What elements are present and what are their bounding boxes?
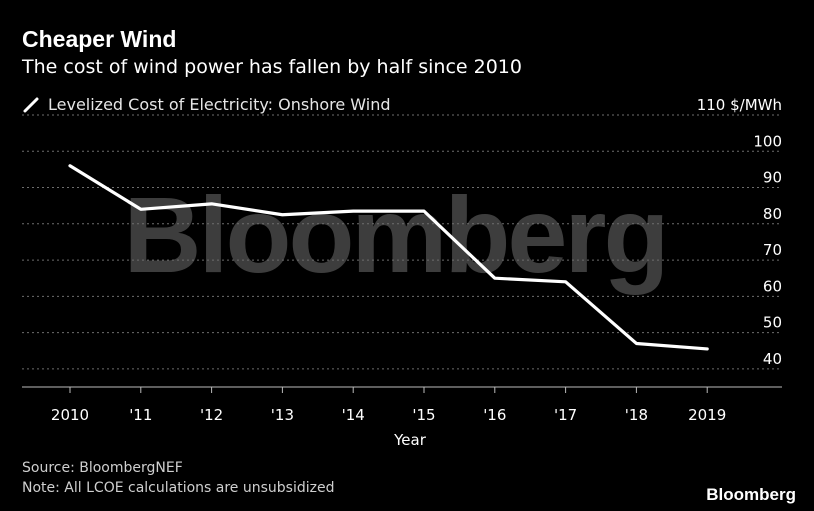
chart-title: Cheaper Wind bbox=[22, 26, 177, 52]
bloomberg-watermark: Bloomberg bbox=[123, 174, 666, 295]
x-tick-label: '11 bbox=[129, 406, 152, 424]
bloomberg-logo: Bloomberg bbox=[706, 485, 796, 504]
x-tick-label: '13 bbox=[271, 406, 294, 424]
x-tick-label: '16 bbox=[483, 406, 506, 424]
x-tick-label: 2010 bbox=[51, 406, 89, 424]
y-tick-label: 40 bbox=[763, 350, 782, 368]
x-tick-label: '17 bbox=[554, 406, 577, 424]
x-tick-label: 2019 bbox=[688, 406, 726, 424]
y-tick-label: 60 bbox=[763, 277, 782, 295]
x-tick-label: '14 bbox=[342, 406, 365, 424]
source-text: Source: BloombergNEF bbox=[22, 460, 183, 476]
y-tick-label: 100 bbox=[753, 132, 782, 150]
x-tick-label: '18 bbox=[625, 406, 648, 424]
series-line-onshore-wind bbox=[68, 164, 709, 351]
note-text: Note: All LCOE calculations are unsubsid… bbox=[22, 480, 335, 496]
y-tick-label: 70 bbox=[763, 241, 782, 259]
x-tick-label: '15 bbox=[412, 406, 435, 424]
legend-label: Levelized Cost of Electricity: Onshore W… bbox=[48, 95, 391, 114]
legend-line-swatch bbox=[23, 97, 39, 112]
y-tick-label: 50 bbox=[763, 314, 782, 332]
legend: Levelized Cost of Electricity: Onshore W… bbox=[22, 95, 390, 114]
y-tick-label: 90 bbox=[763, 169, 782, 187]
y-tick-label: 110 $/MWh bbox=[697, 96, 782, 114]
x-tick-label: '12 bbox=[200, 406, 223, 424]
y-tick-label: 80 bbox=[763, 205, 782, 223]
source-note: Source: BloombergNEF Note: All LCOE calc… bbox=[22, 458, 334, 498]
x-axis-title: Year bbox=[393, 431, 427, 449]
chart-subtitle: The cost of wind power has fallen by hal… bbox=[22, 56, 522, 78]
